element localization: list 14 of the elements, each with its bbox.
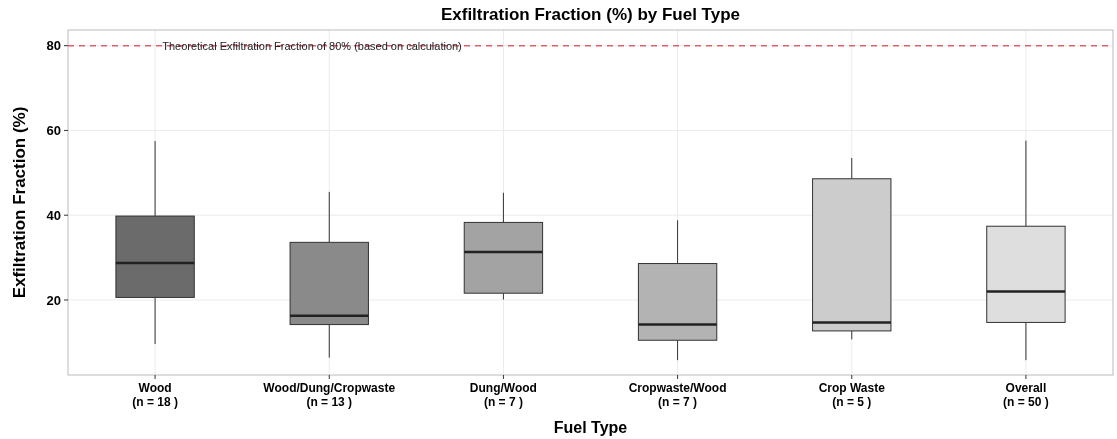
y-tick-label: 60 <box>46 123 61 138</box>
x-tick-label: Cropwaste/Wood (n = 7 ) <box>628 381 727 409</box>
x-tick-label: Overall (n = 50 ) <box>1003 381 1049 409</box>
x-tick-label: Wood (n = 18 ) <box>132 381 178 409</box>
y-tick-label: 80 <box>46 38 61 54</box>
chart-title: Exfiltration Fraction (%) by Fuel Type <box>440 5 741 24</box>
x-tick-label: Dung/Wood (n = 7 ) <box>469 381 537 409</box>
y-axis-title: Exfiltration Fraction (%) <box>10 106 29 299</box>
x-tick-label: Crop Waste (n = 5 ) <box>818 381 886 409</box>
x-tick-label: Wood/Dung/Cropwaste (n = 13 ) <box>263 381 396 409</box>
x-axis-title: Fuel Type <box>553 419 628 436</box>
ref-line-label: Theoretical Exfiltration Fraction of 80% (based on calculation) <box>162 39 462 52</box>
y-tick-label: 40 <box>46 207 61 223</box>
y-tick-label: 20 <box>46 292 61 308</box>
